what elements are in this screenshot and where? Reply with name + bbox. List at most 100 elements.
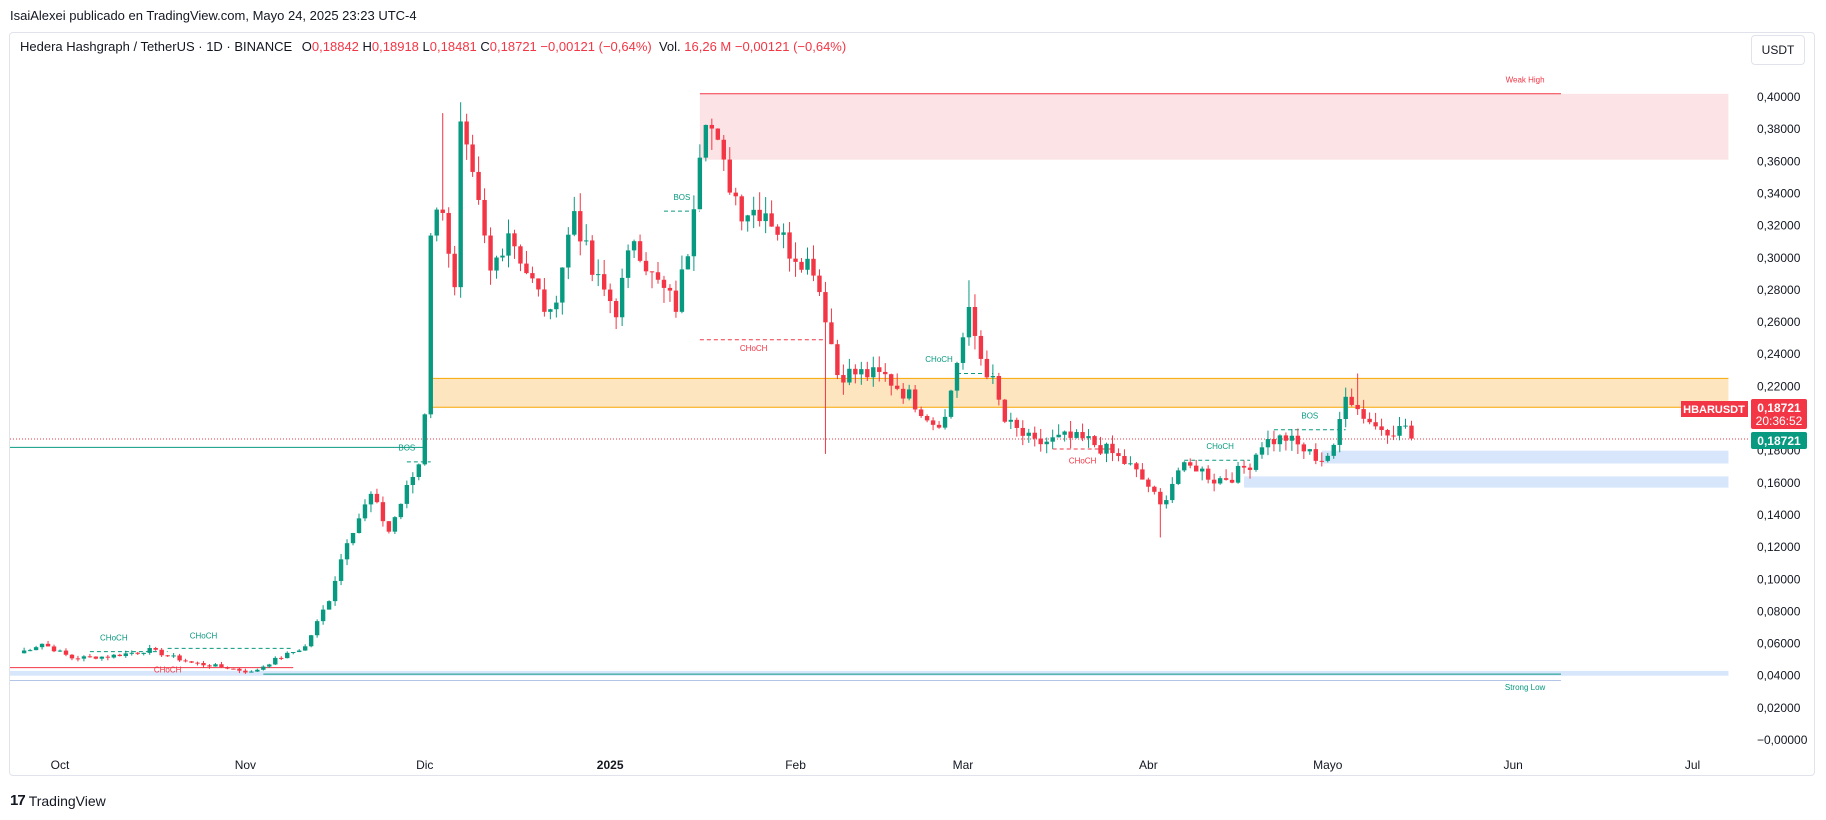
candle-body-177 xyxy=(1116,453,1121,457)
candle-body-13 xyxy=(135,652,140,654)
candle-body-158 xyxy=(1002,399,1008,422)
candle-body-68 xyxy=(464,121,469,145)
candle-body-137 xyxy=(877,367,882,372)
lines-layer xyxy=(10,93,1748,682)
low-label: L xyxy=(422,39,430,54)
candle-body-15 xyxy=(147,648,152,653)
currency-unit-button[interactable]: USDT xyxy=(1751,35,1805,65)
candle-body-180 xyxy=(1134,463,1139,470)
candle-body-124 xyxy=(799,261,804,270)
candle-body-200 xyxy=(1253,454,1259,470)
high-label: H xyxy=(362,39,372,54)
candle-body-142 xyxy=(906,389,912,399)
candle-body-120 xyxy=(775,226,780,235)
candle-body-19 xyxy=(171,655,176,657)
zone-ob-1 xyxy=(430,378,1729,408)
candle-body-154 xyxy=(978,335,984,359)
price-tick-14: 0,10000 xyxy=(1757,572,1801,586)
candle-body-39 xyxy=(291,652,296,654)
annotation-label-6: BOS xyxy=(1301,412,1318,421)
candle-body-204 xyxy=(1277,435,1283,445)
candle-body-170 xyxy=(1074,432,1079,438)
candle-body-80 xyxy=(536,278,541,290)
candle-body-64 xyxy=(440,209,445,213)
candle-body-10 xyxy=(117,654,122,657)
candle-body-223 xyxy=(1391,435,1396,437)
candle-body-81 xyxy=(542,289,547,312)
candle-body-218 xyxy=(1361,409,1366,419)
candle-body-134 xyxy=(859,369,864,375)
candle-body-119 xyxy=(769,213,774,227)
candle-body-103 xyxy=(673,290,679,312)
candle-body-7 xyxy=(99,656,105,659)
candle-body-131 xyxy=(841,375,846,383)
candle-body-77 xyxy=(518,246,523,264)
candle-body-207 xyxy=(1295,435,1301,445)
candle-body-205 xyxy=(1283,435,1289,441)
candle-body--5 xyxy=(27,650,33,652)
annotation-label-3: CHoCH xyxy=(925,355,953,364)
candle-body-3 xyxy=(75,658,81,660)
candle-body-70 xyxy=(476,171,481,200)
zone-demand-3 xyxy=(1244,476,1729,488)
candle-body-105 xyxy=(685,256,691,270)
price-tick-1: 0,38000 xyxy=(1757,122,1801,136)
candle-body-112 xyxy=(727,159,732,193)
symbol-title[interactable]: Hedera Hashgraph / TetherUS · 1D · BINAN… xyxy=(20,39,293,54)
labels-layer: BOS BOS CHoCH CHoCH CHoCH CHoCH BOS CHoCH CHoCH C… xyxy=(100,76,1546,693)
time-tick-3: 2025 xyxy=(597,758,624,772)
candle-body-21 xyxy=(183,660,188,662)
last-price-tag2-bg xyxy=(1751,432,1807,449)
candle-body-128 xyxy=(823,292,828,323)
annotation-label-11: Strong Low xyxy=(1505,683,1546,692)
candle-body-174 xyxy=(1098,445,1103,454)
tradingview-brand[interactable]: 17 TradingView xyxy=(10,792,106,809)
candle-body-221 xyxy=(1379,426,1384,430)
annotation-label-4: CHoCH xyxy=(1069,457,1097,466)
candle-body-49 xyxy=(350,533,356,544)
candle-body-66 xyxy=(452,253,457,288)
open-label: O xyxy=(301,39,312,54)
candle-body-203 xyxy=(1271,439,1277,445)
time-axis[interactable]: Oct Nov Dic 2025 Feb Mar Abr Mayo Jun Jul xyxy=(51,758,1701,772)
candle-body-157 xyxy=(996,376,1002,400)
candle-body-14 xyxy=(141,652,146,654)
zone-demand-4 xyxy=(10,670,1729,676)
candle-body-208 xyxy=(1301,444,1307,452)
zone-demand-2 xyxy=(1321,450,1729,464)
candle-body-51 xyxy=(362,504,368,519)
price-axis[interactable]: 0,40000 0,38000 0,36000 0,34000 0,32000 0,300… xyxy=(1757,90,1808,747)
ticker-tag-bg xyxy=(1681,401,1748,417)
candle-body-87 xyxy=(578,211,583,242)
price-tick-0: 0,40000 xyxy=(1757,90,1801,104)
candle-body-56 xyxy=(392,517,398,532)
candle-body-2 xyxy=(69,654,75,659)
candle-body-140 xyxy=(895,385,900,389)
zones-layer xyxy=(10,93,1729,676)
candle-body-201 xyxy=(1259,447,1265,455)
annotation-label-10: Weak High xyxy=(1506,76,1545,85)
candle-body-173 xyxy=(1092,436,1097,446)
candle-body--2 xyxy=(45,643,51,647)
candle-body-34 xyxy=(261,666,266,670)
candle-body-40 xyxy=(297,650,302,653)
candle-body-47 xyxy=(338,559,344,581)
brand-name: TradingView xyxy=(28,792,106,809)
time-tick-7: Mayo xyxy=(1313,758,1343,772)
candle-body-57 xyxy=(398,503,404,518)
candle-body-116 xyxy=(751,209,756,216)
candle-body-168 xyxy=(1062,431,1067,435)
candle-body-176 xyxy=(1110,443,1115,454)
annotation-label-5: CHoCH xyxy=(1206,442,1234,451)
price-tick-9: 0,22000 xyxy=(1757,379,1801,393)
candle-body-149 xyxy=(948,390,954,417)
candle-body-36 xyxy=(273,657,278,665)
candle-body-194 xyxy=(1217,478,1223,484)
price-tick-11: 0,16000 xyxy=(1757,476,1801,490)
candle-body-220 xyxy=(1373,422,1378,427)
candle-body-138 xyxy=(883,371,888,375)
candle-body-125 xyxy=(805,258,810,270)
last-price-tag-bg xyxy=(1751,399,1807,429)
candle-body-214 xyxy=(1337,419,1342,445)
